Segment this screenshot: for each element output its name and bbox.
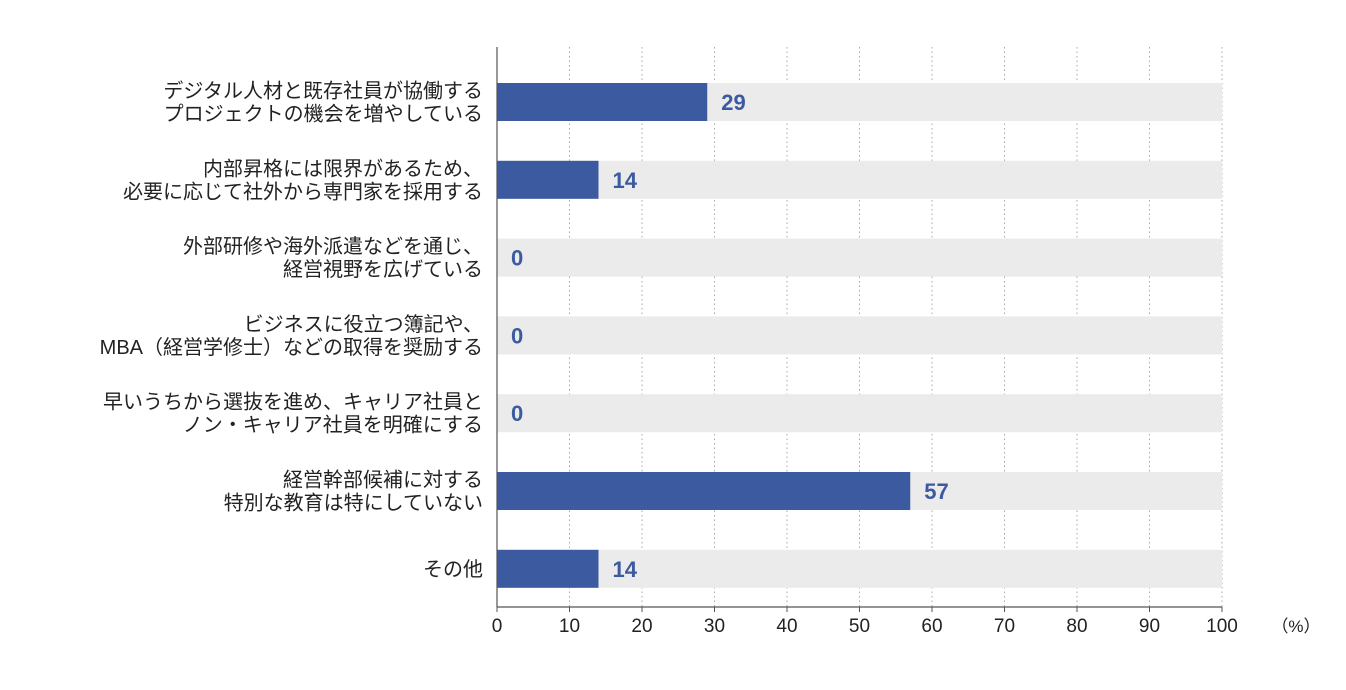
bar-value-label: 29 [721, 90, 745, 115]
x-tick-label: 80 [1066, 616, 1087, 637]
bar-value-label: 0 [511, 401, 523, 426]
category-label: 外部研修や海外派遣などを通じ、 [183, 235, 483, 258]
bar-track [497, 160, 1222, 199]
bar-track [497, 394, 1222, 433]
x-tick-label: 40 [776, 616, 797, 637]
bar-value-label: 0 [511, 246, 523, 271]
category-label: 内部昇格には限界があるため、 [203, 157, 483, 180]
bar-value-label: 14 [613, 168, 638, 193]
x-tick-label: 70 [994, 616, 1015, 637]
bar-track [497, 238, 1222, 277]
bar-value-label: 14 [613, 557, 638, 582]
bar [497, 83, 708, 121]
category-label: 早いうちから選抜を進め、キャリア社員と [103, 391, 483, 414]
bar [497, 472, 911, 510]
category-label: ノン・キャリア社員を明確にする [183, 414, 483, 437]
x-tick-label: 0 [492, 616, 503, 637]
x-tick-label: 100 [1206, 616, 1238, 637]
category-label: ビジネスに役立つ簿記や、 [244, 313, 483, 336]
category-label: 必要に応じて社外から専門家を採用する [123, 180, 483, 203]
x-tick-label: 50 [849, 616, 870, 637]
track-layer [497, 83, 1222, 588]
x-tick-label: 60 [921, 616, 942, 637]
bar-layer [497, 83, 911, 588]
bar-value-label: 0 [511, 323, 523, 348]
category-label: 経営視野を広げている [283, 258, 483, 281]
bar-value-label: 57 [924, 479, 948, 504]
unit-label: （%） [1271, 617, 1320, 636]
category-label: MBA（経営学修士）などの取得を奨励する [100, 336, 483, 359]
x-tick-label: 90 [1139, 616, 1160, 637]
x-tick-label: 20 [631, 616, 652, 637]
bar [497, 160, 599, 199]
bar-track [497, 549, 1222, 588]
category-label: デジタル人材と既存社員が協働する [163, 80, 483, 103]
category-label: 経営幹部候補に対する [283, 468, 483, 492]
category-label: 特別な教育は特にしていない [224, 492, 483, 515]
bar-track [497, 316, 1222, 355]
category-label: その他 [423, 558, 483, 581]
axis-layer: 0 10 20 30 40 50 60 70 80 90 100 [492, 47, 1238, 637]
x-tick-label: 30 [704, 616, 725, 637]
category-label: プロジェクトの機会を増やしている [164, 103, 483, 126]
x-tick-label: 10 [559, 616, 580, 637]
bar [497, 549, 599, 588]
